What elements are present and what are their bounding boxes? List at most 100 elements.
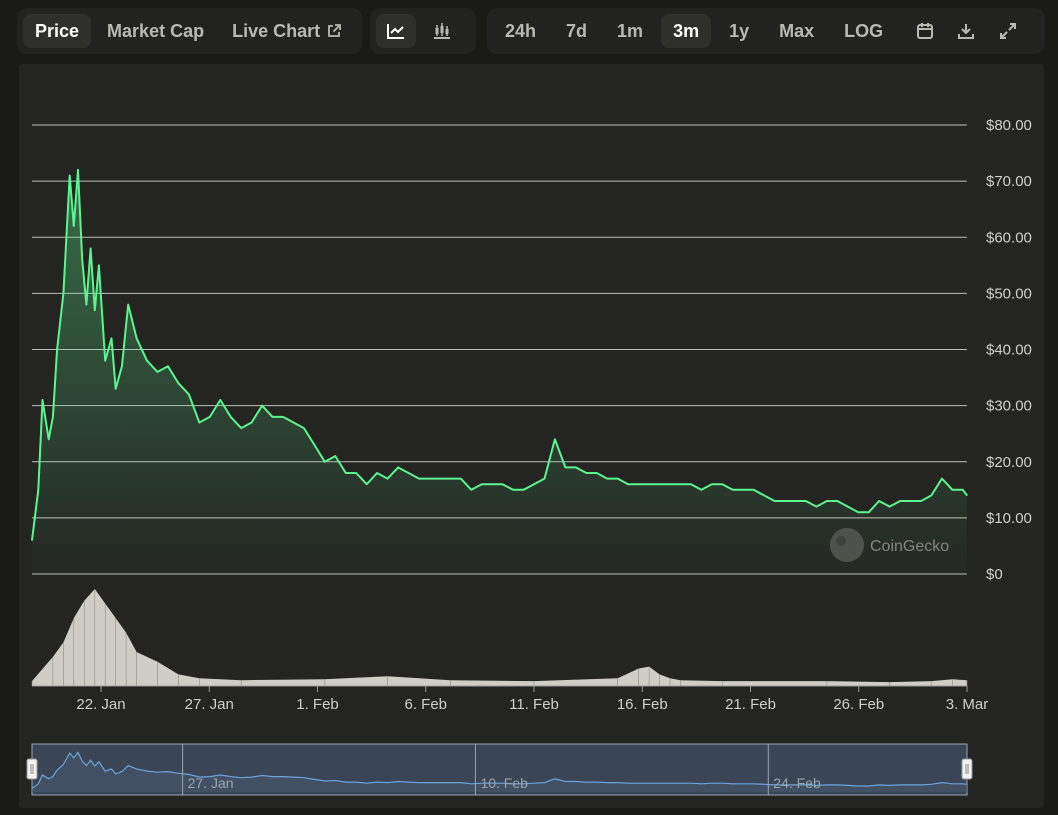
y-tick-label: $70.00 xyxy=(986,173,1032,190)
range-1y-button[interactable]: 1y xyxy=(717,14,761,48)
x-tick-label: 26. Feb xyxy=(833,696,884,713)
range-max-button[interactable]: Max xyxy=(767,14,826,48)
line-chart-button[interactable] xyxy=(376,14,416,48)
price-point xyxy=(481,483,483,485)
x-tick-label: 21. Feb xyxy=(725,696,776,713)
download-icon xyxy=(957,22,975,40)
expand-icon xyxy=(999,22,1017,40)
range-24h-button[interactable]: 24h xyxy=(493,14,548,48)
price-point xyxy=(407,472,410,474)
log-scale-button[interactable]: LOG xyxy=(832,14,895,48)
tab-live-chart-label: Live Chart xyxy=(232,20,321,41)
coingecko-watermark: CoinGecko xyxy=(830,528,949,562)
navigator-left-handle[interactable] xyxy=(26,758,38,780)
price-point xyxy=(366,483,368,485)
price-point xyxy=(815,506,818,508)
tab-price[interactable]: Price xyxy=(23,14,92,48)
candlestick-chart-button[interactable] xyxy=(422,14,462,48)
price-point xyxy=(251,421,253,424)
price-point xyxy=(941,478,943,480)
tab-market-cap-label: Market Cap xyxy=(107,20,205,41)
navigator-label: 10. Feb xyxy=(480,775,528,791)
price-point xyxy=(658,483,661,485)
price-point xyxy=(167,365,169,367)
price-point xyxy=(271,416,274,418)
price-point xyxy=(121,365,123,367)
tab-live-chart[interactable]: Live Chart xyxy=(220,14,354,48)
y-tick-label: $10.00 xyxy=(986,510,1032,527)
price-point xyxy=(920,500,922,502)
price-point xyxy=(428,478,430,480)
fullscreen-button[interactable] xyxy=(987,14,1029,48)
price-point xyxy=(669,483,671,485)
price-point xyxy=(638,483,640,485)
price-point xyxy=(355,472,357,474)
x-tick-label: 22. Jan xyxy=(76,696,125,713)
price-point xyxy=(334,455,336,457)
price-point xyxy=(156,371,159,373)
x-tick-label: 16. Feb xyxy=(617,696,668,713)
price-point xyxy=(313,444,315,446)
tab-market-cap[interactable]: Market Cap xyxy=(95,14,216,48)
price-point xyxy=(62,292,64,294)
price-point xyxy=(805,500,807,502)
price-point xyxy=(77,169,79,171)
price-point xyxy=(449,478,451,480)
price-point xyxy=(73,225,75,227)
price-point xyxy=(397,466,399,468)
price-point xyxy=(387,478,389,480)
navigator-right-handle[interactable] xyxy=(961,758,973,780)
price-point xyxy=(899,500,901,502)
price-point xyxy=(127,304,129,306)
price-point xyxy=(345,472,347,474)
price-point xyxy=(857,511,859,513)
price-point xyxy=(523,489,525,491)
price-chart[interactable]: CoinGecko $0 $10.00 $20.00 $30.00 $40.00 $50.… xyxy=(19,64,1044,808)
calendar-icon xyxy=(916,22,934,40)
x-tick-label: 11. Feb xyxy=(509,696,559,713)
price-point xyxy=(48,438,50,440)
price-point xyxy=(177,382,179,384)
price-point xyxy=(627,483,629,485)
price-point xyxy=(966,494,968,496)
price-point xyxy=(606,478,608,480)
price-point xyxy=(198,421,200,424)
y-tick-label: $0 xyxy=(986,566,1003,583)
price-point xyxy=(554,438,556,440)
x-tick-label: 6. Feb xyxy=(405,696,448,713)
price-point xyxy=(31,539,33,541)
price-point xyxy=(230,416,232,418)
price-point xyxy=(794,500,797,502)
y-tick-label: $80.00 xyxy=(986,117,1032,134)
price-point xyxy=(104,360,106,362)
range-7d-button[interactable]: 7d xyxy=(554,14,599,48)
price-point xyxy=(596,472,598,474)
price-point xyxy=(962,489,964,491)
time-range-group: 24h 7d 1m 3m 1y Max LOG xyxy=(487,8,1045,54)
price-point xyxy=(763,494,765,496)
price-point xyxy=(878,500,880,502)
range-1y-label: 1y xyxy=(729,20,750,41)
price-point xyxy=(418,478,420,480)
price-point xyxy=(324,461,326,463)
price-point xyxy=(52,416,54,418)
price-point xyxy=(460,478,462,480)
data-type-tabs: Price Market Cap Live Chart xyxy=(17,8,362,54)
price-point xyxy=(261,405,263,407)
price-point xyxy=(115,388,117,390)
range-1m-button[interactable]: 1m xyxy=(605,14,655,48)
price-point xyxy=(617,478,619,480)
price-point xyxy=(188,393,190,395)
volume-area xyxy=(32,589,967,686)
download-button[interactable] xyxy=(945,14,987,48)
calendar-button[interactable] xyxy=(905,14,945,48)
price-point xyxy=(543,478,546,480)
coingecko-logo xyxy=(830,528,864,562)
range-3m-button[interactable]: 3m xyxy=(661,14,712,48)
tab-price-label: Price xyxy=(35,20,80,41)
range-navigator[interactable]: 27. Jan 10. Feb 24. Feb xyxy=(26,743,973,796)
log-scale-label: LOG xyxy=(844,20,884,41)
price-point xyxy=(292,421,295,424)
y-tick-label: $20.00 xyxy=(986,454,1032,471)
price-point xyxy=(376,472,378,474)
